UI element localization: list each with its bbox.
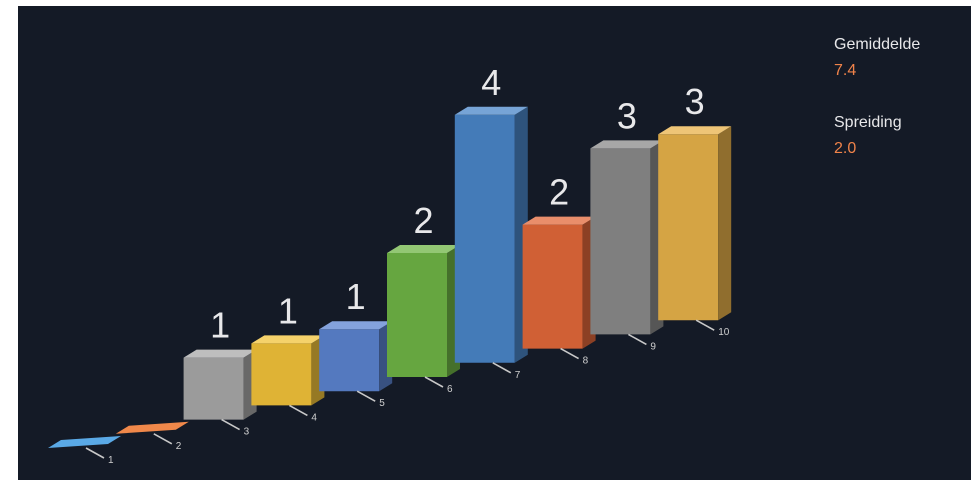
x-tick-3 [221, 418, 240, 431]
data-label-9: 3 [617, 95, 637, 136]
bar-3 [183, 349, 257, 420]
data-label-3: 1 [210, 305, 230, 346]
bar-4 [251, 335, 325, 406]
bar-front-8 [522, 224, 583, 349]
bar-front-6 [387, 253, 447, 377]
bar-10 [658, 126, 732, 321]
x-tick-label-3: 3 [244, 427, 250, 438]
bar-flat-1 [48, 436, 121, 448]
data-label-6: 2 [413, 200, 433, 241]
x-tick-6 [424, 376, 444, 388]
data-label-10: 3 [685, 81, 705, 122]
x-tick-label-8: 8 [583, 356, 589, 367]
bar-8 [522, 216, 596, 349]
data-label-5: 1 [346, 276, 366, 317]
bar-9 [590, 140, 664, 335]
bar-front-4 [251, 343, 312, 406]
bar-front-9 [590, 148, 651, 335]
x-tick-5 [356, 390, 376, 402]
x-tick-label-6: 6 [447, 384, 453, 395]
mean-value: 7.4 [834, 62, 857, 79]
x-tick-label-2: 2 [176, 441, 182, 452]
mean-label: Gemiddelde [834, 36, 921, 53]
bar-top-4 [251, 335, 325, 344]
bar-top-8 [522, 216, 596, 225]
x-tick-label-5: 5 [379, 398, 385, 409]
x-tick-1 [85, 447, 105, 459]
x-tick-7 [492, 362, 512, 374]
x-tick-10 [695, 319, 715, 331]
bar-top-6 [387, 245, 460, 253]
bar-2 [115, 421, 189, 434]
x-tick-4 [289, 404, 308, 417]
data-label-8: 2 [549, 172, 569, 213]
bar-flat-2 [115, 421, 189, 434]
spread-value: 2.0 [834, 140, 857, 157]
data-label-7: 4 [481, 62, 501, 103]
x-tick-2 [153, 433, 173, 445]
x-tick-label-1: 1 [108, 455, 114, 466]
bar-side-10 [718, 126, 732, 321]
bar-top-10 [658, 126, 732, 135]
x-tick-label-10: 10 [718, 327, 730, 338]
bar-top-3 [183, 349, 257, 358]
histogram-chart: 1 2 3 1 4 1 5 1 6 2 7 4 8 2 9 3 10 3 [48, 62, 732, 466]
bar-top-9 [590, 140, 664, 149]
x-tick-label-9: 9 [650, 341, 656, 352]
bar-6 [387, 245, 460, 377]
bar-front-5 [319, 329, 380, 392]
bar-top-5 [319, 321, 393, 330]
bar-front-10 [658, 134, 719, 321]
chart-panel: 1 2 3 1 4 1 5 1 6 2 7 4 8 2 9 3 10 3 Gemiddelde 7.4 Sprei… [18, 6, 971, 480]
bar-1 [48, 436, 121, 448]
x-tick-label-4: 4 [311, 412, 317, 423]
bar-front-3 [183, 357, 244, 420]
bar-7 [454, 106, 528, 363]
x-tick-label-7: 7 [515, 370, 521, 381]
data-label-4: 1 [278, 290, 298, 331]
bar-front-7 [454, 114, 515, 363]
spread-label: Spreiding [834, 114, 902, 131]
bar-5 [319, 321, 393, 392]
x-tick-8 [560, 347, 579, 360]
bar-top-7 [454, 106, 528, 115]
x-tick-9 [628, 333, 647, 346]
